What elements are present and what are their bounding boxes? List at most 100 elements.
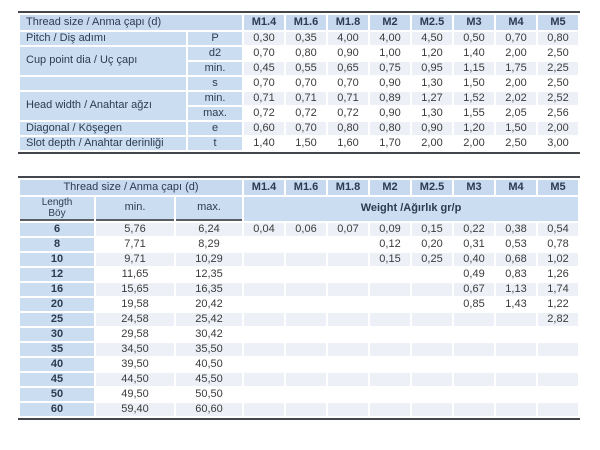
length-value: 12 bbox=[20, 268, 94, 281]
length-value: 16 bbox=[20, 283, 94, 296]
spec-value: 0,60 bbox=[244, 122, 284, 135]
weight-table: Thread size / Anma çapı (d) M1.4 M1.6 M1.8… bbox=[18, 176, 581, 420]
weight-value bbox=[244, 313, 285, 326]
spec-row: s 0,70 0,70 0,70 0,90 1,30 1,50 2,00 2,50 bbox=[20, 77, 578, 90]
weight-value: 0,85 bbox=[454, 298, 495, 311]
spec-value: 1,40 bbox=[244, 137, 284, 150]
max-column-header: max. bbox=[176, 197, 243, 221]
weight-value: 0,22 bbox=[454, 223, 495, 236]
datasheet-page: Thread size / Anma çapı (d) M1.4 M1.6 M1.8… bbox=[18, 11, 581, 420]
length-min-value: 11,65 bbox=[96, 268, 174, 281]
weight-table-title: Thread size / Anma çapı (d) bbox=[20, 180, 243, 195]
weight-value: 0,38 bbox=[496, 223, 537, 236]
weight-value bbox=[454, 313, 495, 326]
weight-value bbox=[286, 238, 327, 251]
spec-value: 4,00 bbox=[328, 32, 368, 45]
length-value: 30 bbox=[20, 328, 94, 341]
weight-value bbox=[412, 373, 453, 386]
size-header-m2: M2 bbox=[370, 180, 411, 195]
weight-value bbox=[244, 358, 285, 371]
size-header-m1.4: M1.4 bbox=[244, 180, 285, 195]
spec-value: 1,50 bbox=[454, 77, 494, 90]
spec-symbol: e bbox=[188, 122, 242, 135]
spec-value: 1,27 bbox=[412, 92, 452, 105]
spec-value: 2,02 bbox=[496, 92, 536, 105]
length-max-value: 16,35 bbox=[176, 283, 243, 296]
weight-value: 0,54 bbox=[538, 223, 579, 236]
length-min-value: 39,50 bbox=[96, 358, 174, 371]
weight-subheader-row: Length Böy min. max. Weight /Ağırlık gr/… bbox=[20, 197, 579, 221]
length-max-value: 35,50 bbox=[176, 343, 243, 356]
size-header-m1.8: M1.8 bbox=[328, 15, 368, 30]
length-value: 10 bbox=[20, 253, 94, 266]
spec-value: 0,70 bbox=[286, 122, 326, 135]
weight-value bbox=[412, 403, 453, 416]
weight-value bbox=[412, 358, 453, 371]
spec-value: 2,00 bbox=[454, 137, 494, 150]
weight-value bbox=[244, 298, 285, 311]
length-value: 20 bbox=[20, 298, 94, 311]
weight-value bbox=[328, 313, 369, 326]
weight-row: 6 5,76 6,24 0,04 0,06 0,07 0,09 0,15 0,22 0,38 0,5… bbox=[20, 223, 579, 236]
size-header-m3: M3 bbox=[454, 15, 494, 30]
weight-value: 0,25 bbox=[412, 253, 453, 266]
weight-value bbox=[454, 343, 495, 356]
spec-row: Slot depth / Anahtar derinliği t 1,40 1,50 1… bbox=[20, 137, 578, 150]
spec-value: 4,00 bbox=[370, 32, 410, 45]
spec-value: 0,80 bbox=[538, 32, 578, 45]
weight-value: 0,06 bbox=[286, 223, 327, 236]
spec-value: 3,00 bbox=[538, 137, 578, 150]
weight-value bbox=[244, 283, 285, 296]
weight-row: 45 44,50 45,50 bbox=[20, 373, 579, 386]
length-max-value: 45,50 bbox=[176, 373, 243, 386]
length-value: 60 bbox=[20, 403, 94, 416]
weight-row: 8 7,71 8,29 0,12 0,20 0,31 0,53 0,78 bbox=[20, 238, 579, 251]
weight-value bbox=[286, 298, 327, 311]
size-header-m4: M4 bbox=[496, 15, 536, 30]
weight-value: 0,15 bbox=[412, 223, 453, 236]
length-column-header: Length Böy bbox=[20, 197, 94, 221]
weight-value bbox=[496, 403, 537, 416]
spec-symbol: t bbox=[188, 137, 242, 150]
weight-value bbox=[328, 253, 369, 266]
spec-value: 0,35 bbox=[286, 32, 326, 45]
weight-value: 0,68 bbox=[496, 253, 537, 266]
length-min-value: 15,65 bbox=[96, 283, 174, 296]
weight-value bbox=[328, 283, 369, 296]
spec-value: 0,71 bbox=[286, 92, 326, 105]
spec-value: 0,72 bbox=[286, 107, 326, 120]
spec-symbol: d2 bbox=[188, 47, 242, 60]
weight-value bbox=[244, 343, 285, 356]
spec-value: 2,50 bbox=[496, 137, 536, 150]
weight-value bbox=[454, 328, 495, 341]
spec-value: 2,50 bbox=[538, 47, 578, 60]
weight-value bbox=[244, 388, 285, 401]
spec-value: 0,70 bbox=[244, 47, 284, 60]
weight-value bbox=[370, 313, 411, 326]
spec-value: 0,70 bbox=[286, 77, 326, 90]
spec-symbol: min. bbox=[188, 92, 242, 105]
spec-row: Pitch / Diş adımı P 0,30 0,35 4,00 4,00 4,50 0,… bbox=[20, 32, 578, 45]
length-max-value: 40,50 bbox=[176, 358, 243, 371]
size-header-m5: M5 bbox=[538, 180, 579, 195]
spec-value: 2,56 bbox=[538, 107, 578, 120]
spec-value: 2,52 bbox=[538, 92, 578, 105]
weight-value bbox=[328, 343, 369, 356]
spec-value: 2,50 bbox=[538, 77, 578, 90]
spec-value: 1,55 bbox=[454, 107, 494, 120]
spec-header-row: Thread size / Anma çapı (d) M1.4 M1.6 M1.8… bbox=[20, 15, 578, 30]
spec-header-label: Thread size / Anma çapı (d) bbox=[20, 15, 242, 30]
spec-value: 0,30 bbox=[244, 32, 284, 45]
length-min-value: 49,50 bbox=[96, 388, 174, 401]
weight-row: 12 11,65 12,35 0,49 0,83 1,26 bbox=[20, 268, 579, 281]
spec-value: 0,71 bbox=[244, 92, 284, 105]
weight-value bbox=[454, 388, 495, 401]
weight-value bbox=[412, 268, 453, 281]
weight-value bbox=[244, 238, 285, 251]
weight-value bbox=[328, 328, 369, 341]
size-header-m1.4: M1.4 bbox=[244, 15, 284, 30]
size-header-m2: M2 bbox=[370, 15, 410, 30]
weight-value bbox=[286, 403, 327, 416]
weight-row: 60 59,40 60,60 bbox=[20, 403, 579, 416]
weight-value: 0,83 bbox=[496, 268, 537, 281]
